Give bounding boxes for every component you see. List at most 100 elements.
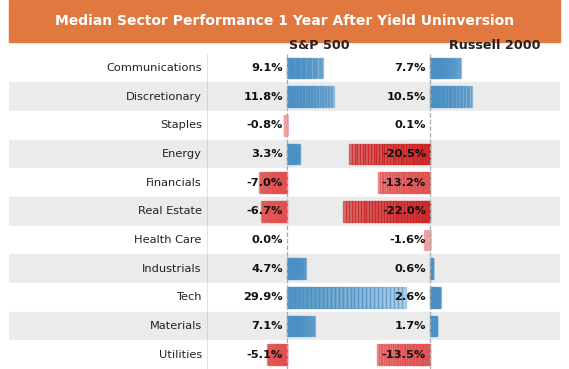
Bar: [364, 201, 366, 221]
Bar: [458, 58, 459, 78]
Bar: [267, 344, 269, 365]
Bar: [355, 201, 358, 221]
Bar: [446, 86, 447, 107]
Bar: [422, 201, 424, 221]
Bar: [451, 86, 453, 107]
Bar: [9, 254, 560, 283]
Bar: [314, 58, 315, 78]
Bar: [362, 287, 366, 308]
Bar: [349, 201, 352, 221]
Bar: [298, 86, 300, 107]
Bar: [346, 201, 349, 221]
Bar: [276, 201, 277, 221]
Bar: [422, 172, 423, 193]
Bar: [331, 86, 332, 107]
Bar: [323, 287, 327, 308]
Bar: [284, 344, 285, 365]
Bar: [302, 86, 303, 107]
Bar: [456, 58, 457, 78]
Bar: [278, 201, 279, 221]
Bar: [311, 287, 315, 308]
Bar: [455, 58, 456, 78]
Bar: [285, 344, 286, 365]
Bar: [298, 258, 299, 279]
Bar: [457, 86, 458, 107]
Bar: [286, 172, 287, 193]
Bar: [414, 344, 416, 365]
Bar: [298, 58, 299, 78]
Bar: [289, 86, 290, 107]
Bar: [282, 172, 283, 193]
Bar: [289, 258, 290, 279]
Bar: [291, 287, 295, 308]
Text: -0.8%: -0.8%: [246, 120, 283, 130]
Bar: [300, 258, 301, 279]
Bar: [407, 201, 410, 221]
Bar: [362, 144, 365, 164]
Bar: [415, 172, 417, 193]
Bar: [328, 86, 329, 107]
Bar: [416, 201, 419, 221]
Bar: [420, 172, 422, 193]
Bar: [378, 201, 381, 221]
Bar: [366, 287, 370, 308]
Bar: [405, 201, 407, 221]
Bar: [310, 58, 311, 78]
Bar: [303, 86, 304, 107]
Text: 1.7%: 1.7%: [394, 321, 426, 331]
Bar: [371, 144, 374, 164]
Bar: [323, 86, 325, 107]
Bar: [270, 201, 271, 221]
Text: S&P 500: S&P 500: [288, 38, 349, 52]
Text: 11.8%: 11.8%: [244, 92, 283, 101]
Bar: [411, 344, 413, 365]
Bar: [401, 172, 402, 193]
Bar: [320, 58, 321, 78]
Text: 2.6%: 2.6%: [394, 292, 426, 302]
Bar: [287, 58, 288, 78]
Bar: [322, 58, 323, 78]
Bar: [263, 201, 264, 221]
Bar: [351, 287, 354, 308]
Bar: [469, 86, 471, 107]
Bar: [445, 58, 446, 78]
Bar: [304, 86, 306, 107]
Bar: [292, 58, 293, 78]
Bar: [453, 86, 454, 107]
Bar: [410, 201, 413, 221]
Bar: [280, 201, 281, 221]
Bar: [387, 144, 390, 164]
Bar: [271, 201, 272, 221]
Bar: [387, 344, 389, 365]
Bar: [395, 144, 398, 164]
Bar: [439, 86, 440, 107]
Bar: [443, 58, 444, 78]
Bar: [409, 144, 411, 164]
Bar: [294, 258, 295, 279]
Bar: [287, 315, 288, 336]
Bar: [325, 86, 326, 107]
Bar: [294, 86, 295, 107]
Bar: [390, 201, 393, 221]
Bar: [427, 201, 431, 221]
Bar: [455, 86, 457, 107]
Bar: [450, 86, 451, 107]
Bar: [432, 86, 433, 107]
Bar: [282, 201, 283, 221]
Bar: [399, 172, 401, 193]
Bar: [398, 287, 402, 308]
Bar: [308, 58, 309, 78]
Bar: [375, 201, 378, 221]
Bar: [401, 144, 403, 164]
Bar: [271, 344, 272, 365]
Bar: [276, 172, 277, 193]
Bar: [302, 258, 303, 279]
Bar: [295, 258, 296, 279]
Bar: [284, 201, 286, 221]
Bar: [381, 201, 384, 221]
Bar: [298, 315, 299, 336]
Bar: [410, 172, 411, 193]
Bar: [435, 58, 436, 78]
Bar: [279, 172, 280, 193]
Bar: [403, 344, 406, 365]
